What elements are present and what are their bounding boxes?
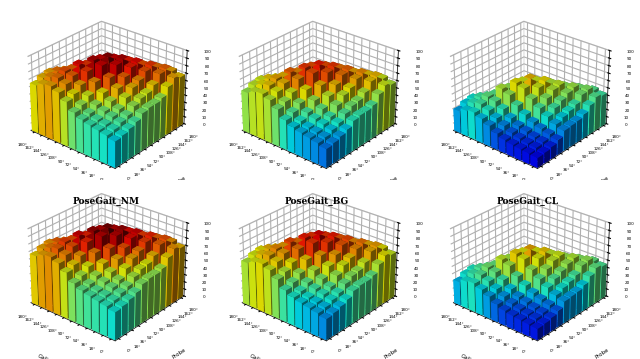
- X-axis label: Gallery: Gallery: [37, 181, 57, 194]
- Y-axis label: Probe: Probe: [172, 347, 188, 359]
- Y-axis label: Probe: Probe: [594, 175, 610, 187]
- X-axis label: Gallery: Gallery: [248, 354, 268, 359]
- X-axis label: Gallery: Gallery: [248, 181, 268, 194]
- X-axis label: Gallery: Gallery: [37, 354, 57, 359]
- X-axis label: Gallery: Gallery: [460, 181, 479, 194]
- Y-axis label: Probe: Probe: [172, 175, 188, 187]
- Y-axis label: Probe: Probe: [383, 175, 399, 187]
- Text: PoseGait_CL: PoseGait_CL: [497, 196, 559, 205]
- X-axis label: Gallery: Gallery: [460, 354, 479, 359]
- Y-axis label: Probe: Probe: [594, 347, 610, 359]
- Text: PoseGait_BG: PoseGait_BG: [285, 196, 349, 205]
- Y-axis label: Probe: Probe: [383, 347, 399, 359]
- Text: PoseGait_NM: PoseGait_NM: [72, 196, 139, 205]
